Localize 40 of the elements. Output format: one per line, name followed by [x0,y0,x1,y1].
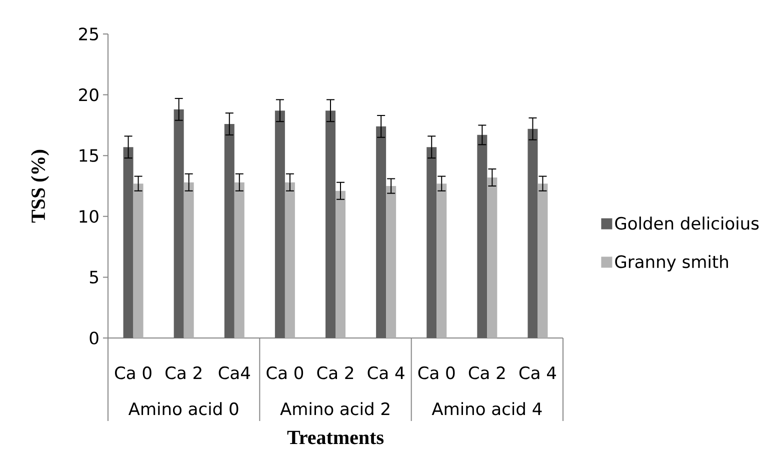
bar [184,182,194,338]
bar [426,147,437,338]
x-tick-label: Ca 0 [418,366,455,380]
text: Amino acid 2 [280,402,390,416]
x-tick-label: Ca 2 [166,366,202,380]
bar [436,184,447,338]
y-tick-label: 0 [90,332,98,344]
x-tick-label: Ca 2 [468,366,505,380]
y-tick-label: 20 [79,88,98,102]
y-tick-label: 25 [79,28,98,40]
x-tick-label: Ca 2 [317,366,354,380]
y-tick-label: 15 [80,149,98,162]
bar [386,186,396,338]
bar [224,124,234,338]
x-tick-label: Ca4 [218,366,250,380]
bar [123,147,134,338]
x-tick-label: Ca 0 [266,366,304,380]
legend-label: Granny smith [615,254,728,272]
bar [376,126,386,338]
bar [336,190,346,338]
legend-label: Golden delicioius [615,216,759,230]
bar [284,182,295,338]
text: Amino acid 0 [128,402,238,416]
bar [274,110,285,338]
x-tick-label: Ca 4 [519,366,556,380]
y-tick-label: 10 [80,210,98,223]
bar [487,177,498,338]
bar [477,134,488,338]
y-tick-label: 5 [90,270,98,284]
bar [538,184,548,338]
y-axis-title: TSS (%) [30,150,50,223]
bar [326,110,336,338]
bar [234,182,244,338]
bar [133,184,144,338]
bar [528,128,538,338]
text: Amino acid 4 [432,402,542,416]
x-tick-label: Ca 4 [368,366,404,380]
x-tick-label: Ca 0 [114,366,152,380]
bar [174,109,184,338]
x-axis-title: Treatments [287,430,384,444]
